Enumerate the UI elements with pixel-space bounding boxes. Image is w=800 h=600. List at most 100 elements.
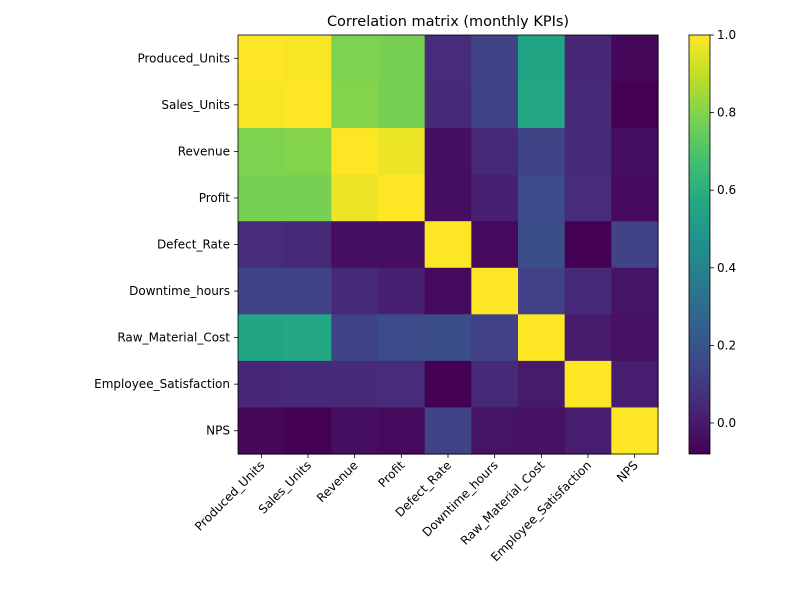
heatmap-cell-2-2 (331, 128, 379, 176)
heatmap-cells (238, 35, 659, 455)
heatmap-cell-0-5 (471, 35, 519, 83)
chart-title: Correlation matrix (monthly KPIs) (327, 14, 569, 30)
heatmap-cell-6-6 (518, 314, 566, 362)
heatmap-cell-1-8 (611, 81, 659, 129)
heatmap-cell-5-3 (378, 267, 426, 315)
heatmap-cell-4-7 (564, 221, 612, 269)
heatmap-cell-1-6 (518, 81, 566, 129)
heatmap-cell-2-8 (611, 128, 659, 176)
colorbar-tick-label: 0.6 (717, 183, 736, 197)
colorbar-frame (688, 34, 711, 455)
heatmap-cell-2-3 (378, 128, 426, 176)
heatmap-cell-3-0 (238, 174, 286, 222)
colorbar: 0.0 0.2 0.4 0.6 0.8 1.0 (688, 28, 736, 455)
heatmap-cell-4-4 (424, 221, 472, 269)
heatmap-cell-8-0 (238, 407, 286, 455)
heatmap-cell-4-6 (518, 221, 566, 269)
heatmap-cell-8-8 (611, 407, 659, 455)
heatmap-cell-1-0 (238, 81, 286, 129)
x-tick-label: Raw_Material_Cost (458, 458, 548, 548)
heatmap-cell-3-2 (331, 174, 379, 222)
heatmap-cell-1-4 (424, 81, 472, 129)
heatmap-cell-5-6 (518, 267, 566, 315)
heatmap-cell-1-5 (471, 81, 519, 129)
x-tick-label: Produced_Units (192, 458, 267, 533)
y-tick-label: Produced_Units (137, 51, 230, 65)
heatmap-cell-3-8 (611, 174, 659, 222)
colorbar-tick-label: 0.4 (717, 261, 736, 275)
y-tick-label: Employee_Satisfaction (94, 377, 230, 391)
heatmap-cell-8-5 (471, 407, 519, 455)
heatmap-cell-2-5 (471, 128, 519, 176)
heatmap-cell-2-0 (238, 128, 286, 176)
heatmap-cell-6-0 (238, 314, 286, 362)
heatmap-cell-2-6 (518, 128, 566, 176)
y-tick-label: NPS (206, 424, 230, 438)
heatmap-cell-6-7 (564, 314, 612, 362)
heatmap-cell-0-4 (424, 35, 472, 83)
heatmap-cell-8-7 (564, 407, 612, 455)
heatmap-cell-0-2 (331, 35, 379, 83)
heatmap-cell-1-1 (284, 81, 332, 129)
heatmap-cell-8-3 (378, 407, 426, 455)
heatmap-cell-8-6 (518, 407, 566, 455)
heatmap-cell-2-7 (564, 128, 612, 176)
heatmap-cell-4-5 (471, 221, 519, 269)
colorbar-tick-label: 0.8 (717, 106, 736, 120)
heatmap-cell-8-1 (284, 407, 332, 455)
y-tick-label: Sales_Units (161, 98, 230, 112)
heatmap-cell-7-5 (471, 360, 519, 409)
heatmap-cell-3-7 (564, 174, 612, 222)
heatmap-cell-3-5 (471, 174, 519, 222)
colorbar-gradient (689, 35, 710, 454)
heatmap-cell-2-1 (284, 128, 332, 176)
heatmap-cell-4-2 (331, 221, 379, 269)
y-tick-label: Revenue (178, 144, 230, 158)
heatmap-cell-7-2 (331, 360, 379, 409)
heatmap-cell-7-3 (378, 360, 426, 409)
heatmap-cell-6-4 (424, 314, 472, 362)
heatmap-cell-0-1 (284, 35, 332, 83)
heatmap-cell-6-1 (284, 314, 332, 362)
y-axis: Produced_Units Sales_Units Revenue Profit De… (94, 51, 238, 438)
heatmap-cell-4-8 (611, 221, 659, 269)
y-tick-label: Downtime_hours (129, 284, 230, 298)
heatmap-cell-5-1 (284, 267, 332, 315)
heatmap-cell-6-3 (378, 314, 426, 362)
heatmap-cell-7-7 (564, 360, 612, 409)
x-tick-label: NPS (614, 458, 641, 485)
heatmap-cell-0-0 (238, 35, 286, 83)
heatmap-cell-6-5 (471, 314, 519, 362)
heatmap-cell-5-8 (611, 267, 659, 315)
heatmap-cell-3-4 (424, 174, 472, 222)
colorbar-tick-label: 1.0 (717, 28, 736, 42)
heatmap-cell-3-3 (378, 174, 426, 222)
x-tick-label: Profit (375, 458, 407, 490)
heatmap-cell-7-0 (238, 360, 286, 409)
heatmap-cell-1-3 (378, 81, 426, 129)
heatmap-cell-4-0 (238, 221, 286, 269)
heatmap-cell-0-6 (518, 35, 566, 83)
colorbar-tick-label: 0.0 (717, 416, 736, 430)
colorbar-ticks: 0.0 0.2 0.4 0.6 0.8 1.0 (710, 28, 736, 430)
heatmap-cell-4-3 (378, 221, 426, 269)
heatmap-cell-7-4 (424, 360, 472, 409)
heatmap-cell-5-5 (471, 267, 519, 315)
heatmap-cell-6-2 (331, 314, 379, 362)
y-tick-label: Profit (199, 191, 231, 205)
heatmap-cell-7-6 (518, 360, 566, 409)
heatmap-cell-5-7 (564, 267, 612, 315)
heatmap-cell-8-2 (331, 407, 379, 455)
y-tick-label: Defect_Rate (157, 238, 230, 252)
heatmap-cell-3-6 (518, 174, 566, 222)
heatmap-cell-5-0 (238, 267, 286, 315)
heatmap-cell-5-4 (424, 267, 472, 315)
heatmap-cell-4-1 (284, 221, 332, 269)
heatmap-cell-8-4 (424, 407, 472, 455)
heatmap-cell-1-2 (331, 81, 379, 129)
heatmap-cell-5-2 (331, 267, 379, 315)
heatmap-cell-7-8 (611, 360, 659, 409)
heatmap-cell-0-3 (378, 35, 426, 83)
heatmap-cell-7-1 (284, 360, 332, 409)
